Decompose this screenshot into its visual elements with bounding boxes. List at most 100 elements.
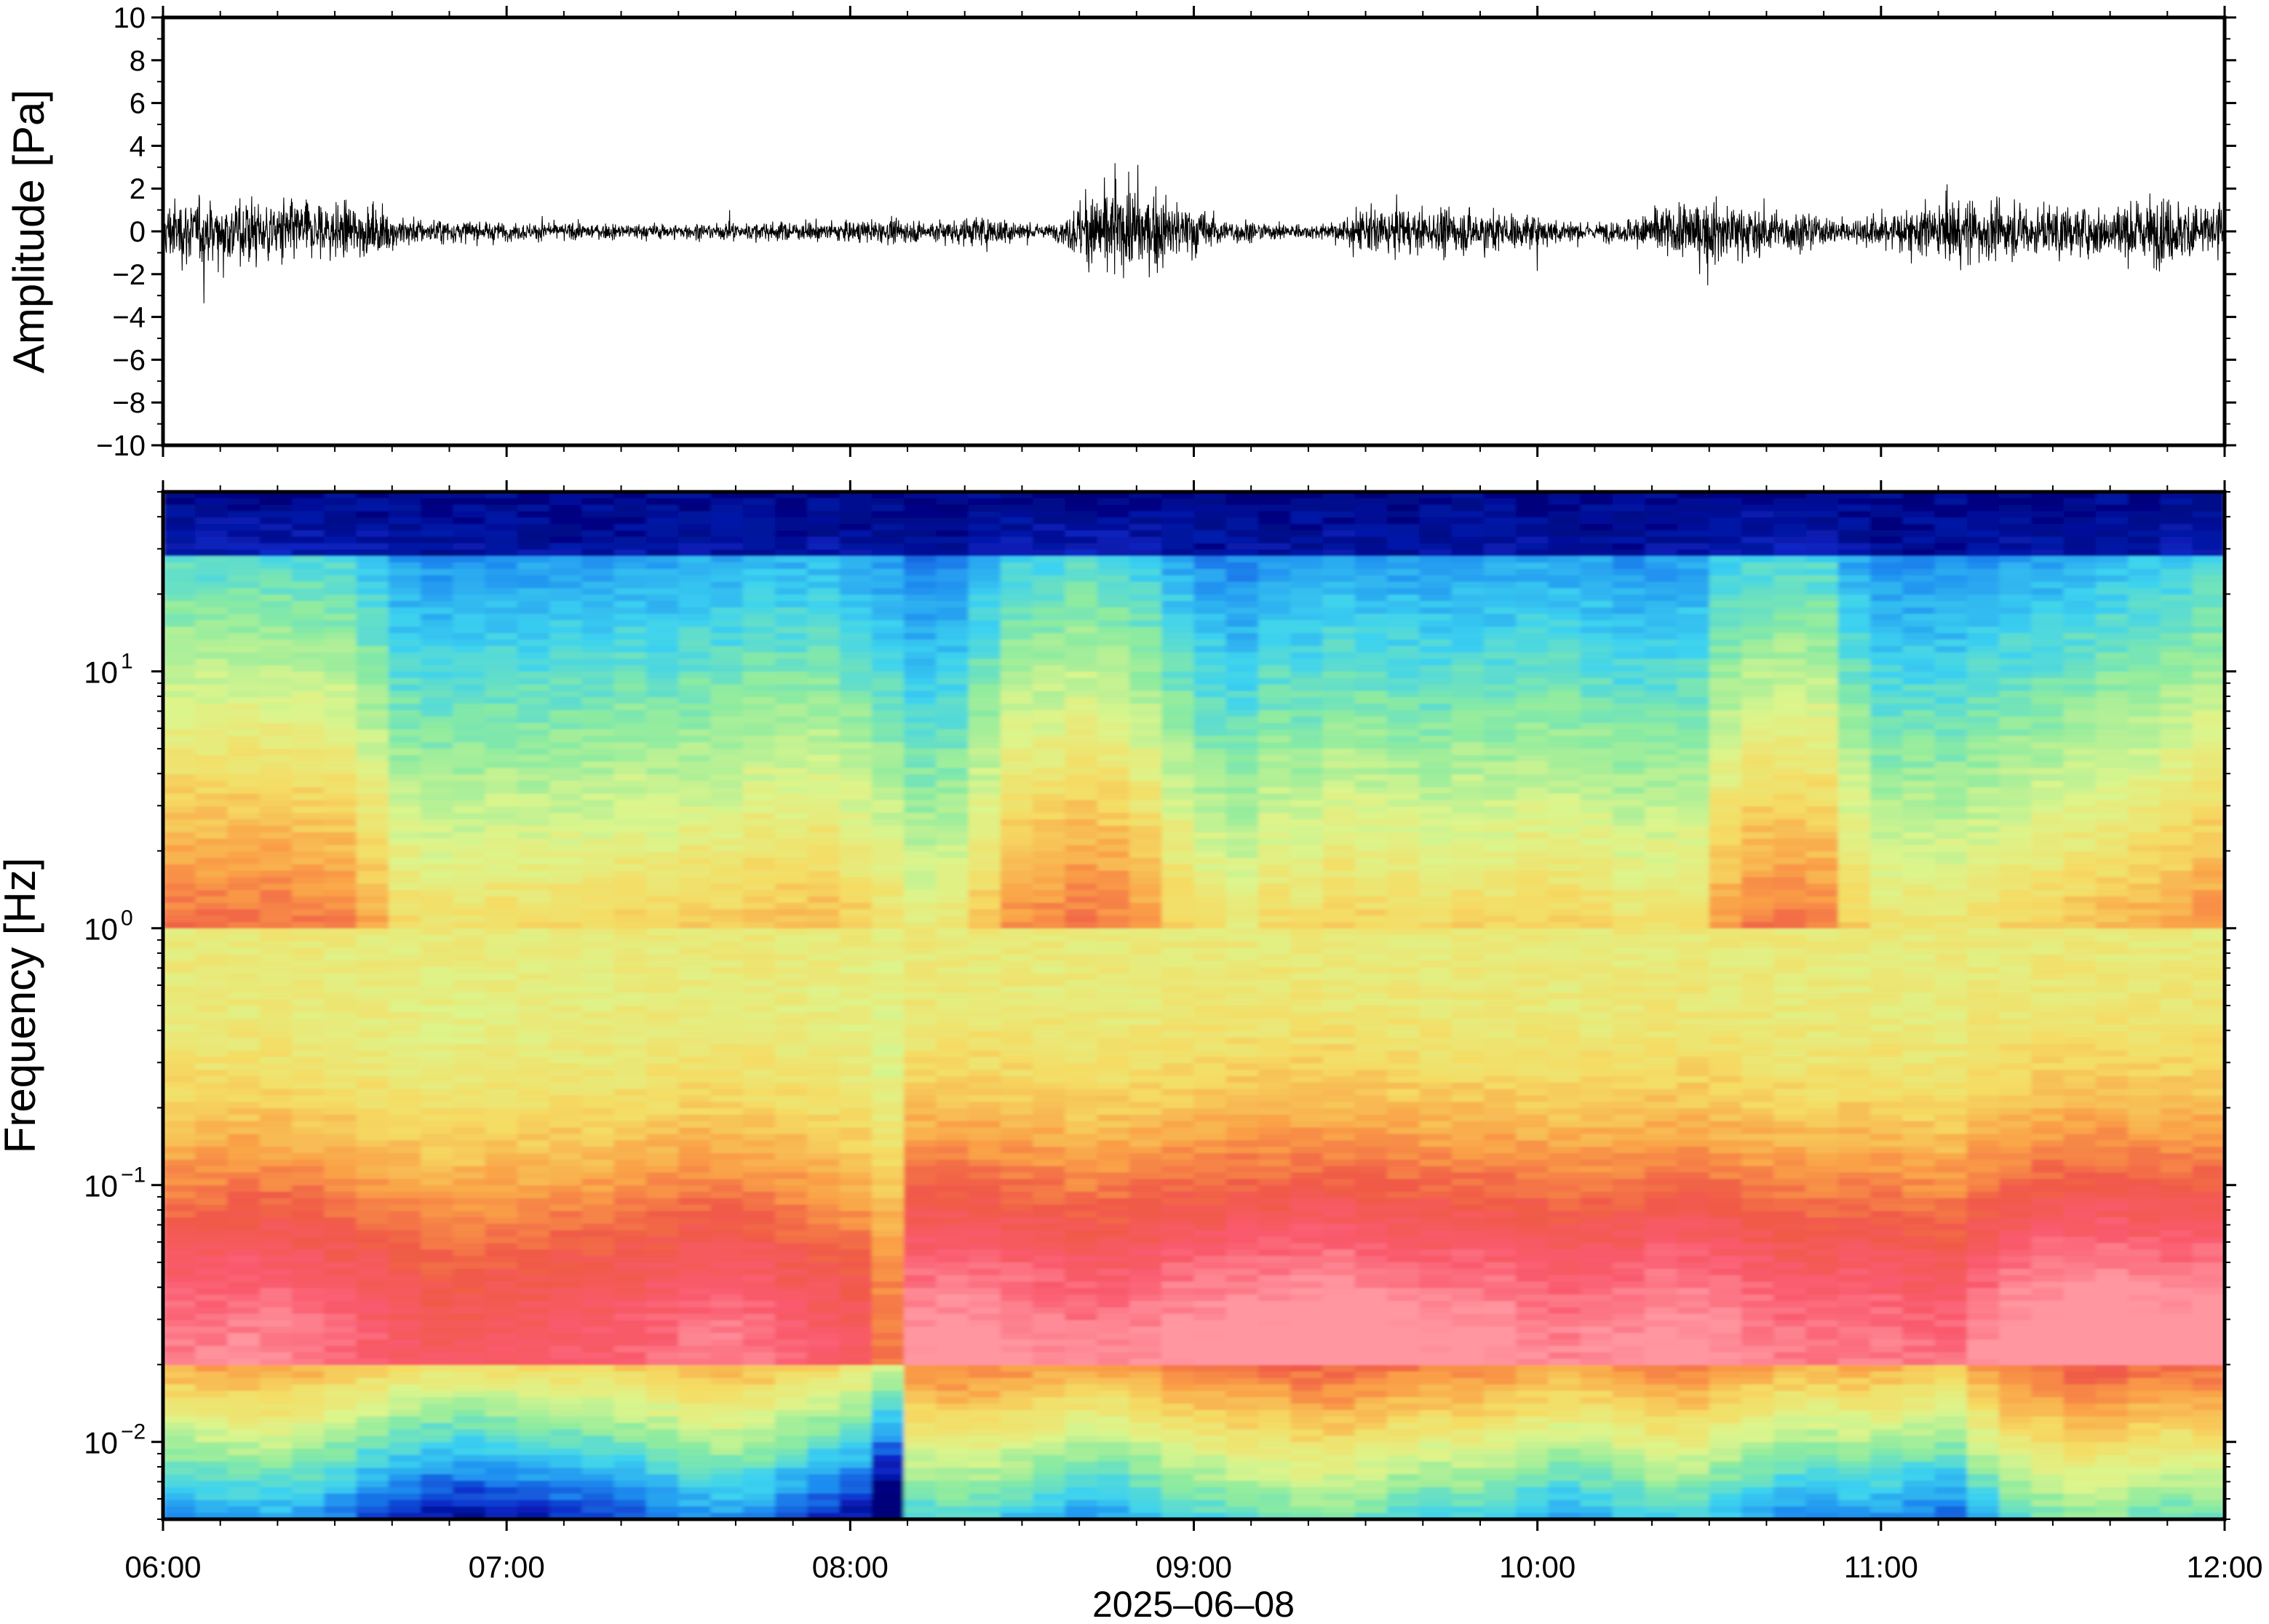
spectrogram-cell [227,1006,261,1013]
spectrogram-cell [356,1384,389,1392]
spectrogram-cell [388,1211,421,1219]
spectrogram-cell [613,633,647,640]
spectrogram-cell [645,1243,680,1251]
spectrogram-cell [227,690,261,698]
spectrogram-cell [871,787,905,795]
spectrogram-cell [356,1095,389,1103]
spectrogram-cell [195,1256,229,1263]
spectrogram-cell [1033,934,1066,942]
spectrogram-cell [324,806,357,814]
spectrogram-cell [388,761,421,769]
spectrogram-cell [195,1031,229,1038]
spectrogram-cell [1033,492,1066,499]
spectrogram-cell [517,934,550,942]
spectrogram-cell [871,928,905,936]
spectrogram-cell [227,1377,261,1385]
spectrogram-cell [968,749,1001,756]
spectrogram-cell [1097,973,1130,981]
spectrogram-cell [195,999,229,1006]
spectrogram-cell [324,1102,357,1110]
spectrogram-cell [613,1268,647,1276]
spectrogram-cell [388,1345,421,1353]
spectrogram-cell [259,524,293,531]
spectrogram-cell [742,934,776,942]
spectrogram-cell [936,941,969,949]
spectrogram-cell [710,864,744,872]
spectrogram-cell [807,601,841,608]
spectrogram-cell [1000,941,1033,949]
spectrogram-cell [775,858,808,865]
spectrogram-cell [259,1326,293,1334]
spectrogram-cell [356,1088,389,1096]
spectrogram-cell [1000,1127,1033,1135]
spectrogram-cell [1000,909,1033,917]
spectrogram-cell [839,607,873,615]
spectrogram-cell [421,883,454,891]
spectrogram-cell [485,1063,518,1071]
spectrogram-cell [968,806,1001,814]
spectrogram-cell [710,536,744,544]
spectrogram-cell [613,800,647,808]
spectrogram-cell [775,511,808,519]
spectrogram-cell [581,774,615,781]
spectrogram-cell [678,781,712,788]
spectrogram-cell [807,1372,841,1379]
spectrogram-cell [775,498,808,506]
spectrogram-cell [1097,524,1130,531]
spectrogram-cell [227,806,261,814]
spectrogram-cell [163,1352,196,1360]
spectrogram-cell [1129,845,1163,853]
spectrogram-cell [1000,1166,1033,1174]
spectrogram-cell [742,1172,776,1180]
spectrogram-cell [871,1474,905,1481]
spectrogram-cell [710,517,744,525]
spectrogram-cell [742,1513,776,1519]
spectrogram-cell [581,1454,615,1462]
spectrogram-cell [742,1416,776,1424]
spectrogram-cell [581,1224,615,1231]
spectrogram-cell [356,1448,389,1456]
spectrogram-cell [195,517,229,525]
spectrogram-cell [807,1159,841,1167]
spectrogram-cell [1065,677,1098,685]
spectrogram-cell [775,787,808,795]
spectrogram-cell [453,1281,486,1289]
spectrogram-cell [356,1500,389,1508]
spectrogram-cell [324,1249,357,1257]
spectrogram-cell [259,536,293,544]
spectrogram-cell [936,633,969,640]
spectrogram-cell [710,1102,744,1110]
spectrogram-cell [292,858,325,865]
spectrogram-cell [678,1043,712,1051]
spectrogram-cell [324,1513,357,1519]
spectrogram-cell [453,1166,486,1174]
spectrogram-cell [227,1224,261,1231]
spectrogram-cell [195,1070,229,1077]
spectrogram-cell [292,1422,325,1430]
spectrogram-cell [742,729,776,737]
spectrogram-cell [1097,1506,1130,1513]
spectrogram-cell [710,1050,744,1058]
spectrogram-cell [517,498,550,506]
spectrogram-cell [968,1390,1001,1398]
spectrogram-cell [742,1147,776,1154]
spectrogram-cell [581,556,615,563]
spectrogram-cell [710,870,744,878]
spectrogram-cell [1033,697,1066,705]
spectrogram-cell [678,1134,712,1142]
spectrogram-cell [453,543,486,551]
spectrogram-cell [421,1204,454,1212]
spectrogram-cell [645,1500,680,1508]
spectrogram-cell [1097,986,1130,994]
spectrogram-cell [710,909,744,917]
spectrogram-cell [742,652,776,660]
spectrogram-cell [1097,1056,1130,1064]
spectrogram-cell [517,1031,550,1038]
spectrogram-cell [775,588,808,596]
spectrogram-cell [1065,1313,1098,1321]
spectrogram-cell [871,1409,905,1417]
spectrogram-cell [421,1115,454,1122]
spectrogram-cell [163,1422,196,1430]
spectrogram-cell [613,845,647,853]
spectrogram-cell [678,665,712,672]
